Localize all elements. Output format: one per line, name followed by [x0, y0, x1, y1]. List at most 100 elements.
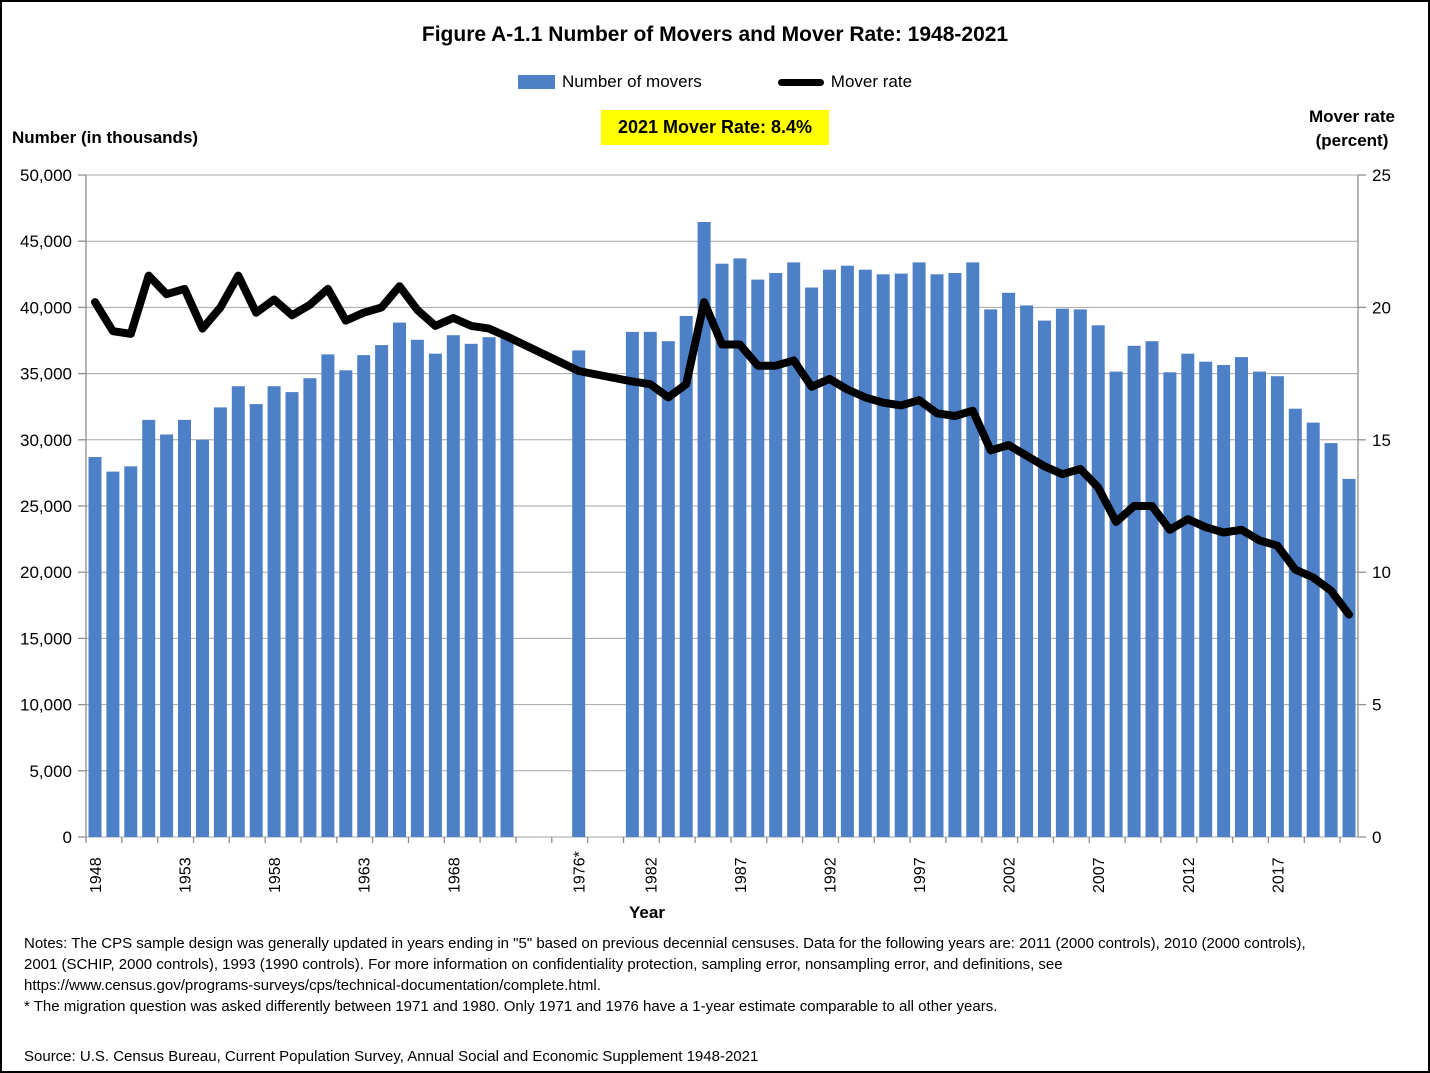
bar-1970: [482, 337, 496, 837]
bar-2014: [1217, 365, 1231, 837]
x-axis-tick-label: 2007: [1091, 857, 1108, 893]
notes-block: Notes: The CPS sample design was general…: [24, 933, 1414, 1017]
bar-1968: [446, 335, 460, 837]
left-axis-tick-label: 35,000: [20, 365, 72, 384]
right-axis-tick-label: 15: [1372, 431, 1391, 450]
x-axis-tick-label: 1982: [643, 857, 660, 893]
page-title: Figure A-1.1 Number of Movers and Mover …: [421, 23, 1009, 46]
bar-1992: [823, 269, 836, 837]
left-axis-tick-label: 25,000: [20, 497, 72, 516]
bar-2021: [1342, 478, 1356, 837]
notes-line: 2001 (SCHIP, 2000 controls), 1993 (1990 …: [24, 956, 1063, 973]
right-axis-tick-label: 0: [1372, 828, 1381, 847]
left-axis-tick-label: 30,000: [20, 431, 72, 450]
x-axis-tick-label: 1992: [823, 857, 840, 893]
bar-2007: [1091, 325, 1105, 837]
left-axis-tick-label: 45,000: [20, 232, 72, 251]
notes-line: https://www.census.gov/programs-surveys/…: [24, 977, 601, 994]
legend-item-mover-rate: Mover rate: [777, 72, 913, 92]
bar-1962: [339, 370, 353, 837]
bar-1964: [375, 345, 389, 837]
bar-1965: [393, 322, 406, 838]
bar-1952: [160, 434, 174, 837]
right-axis-tick-label: 5: [1372, 696, 1381, 715]
x-axis-tick-label: 1997: [912, 857, 929, 893]
x-axis-tick-label: 1963: [357, 857, 374, 893]
legend-label: Mover rate: [830, 72, 913, 91]
bar-2018: [1288, 408, 1302, 837]
chart-legend: Number of movers Mover rate: [2, 72, 1428, 92]
left-axis-title: Number (in thousands): [12, 128, 199, 147]
bar-1969: [464, 343, 478, 837]
bar-1989: [769, 273, 783, 837]
bar-1959: [285, 392, 299, 837]
bar-2011: [1163, 372, 1177, 837]
bar-1991: [805, 287, 819, 837]
x-axis-tick-label: 1968: [446, 857, 463, 893]
bar-1983: [661, 341, 675, 837]
bar-1988: [751, 279, 765, 838]
bar-1993: [840, 265, 854, 837]
source-line: Source: U.S. Census Bureau, Current Popu…: [24, 1048, 759, 1065]
bar-1956: [231, 386, 245, 837]
bar-2002: [1002, 292, 1016, 837]
bar-1966: [410, 339, 424, 837]
x-axis-tick-label: 1958: [267, 857, 284, 893]
bar-1997: [912, 262, 926, 837]
bar-1955: [213, 407, 227, 837]
bar-1981: [625, 331, 639, 837]
right-axis-tick-label: 10: [1372, 563, 1391, 582]
bar-2000: [966, 262, 980, 837]
bar-1960: [303, 378, 317, 837]
bar-2001: [984, 309, 998, 837]
bar-1954: [196, 439, 209, 837]
bar-1996: [894, 273, 908, 838]
bar-1999: [948, 273, 962, 837]
right-axis-title-line2: (percent): [1315, 131, 1389, 150]
right-axis-title: Mover rate (percent): [1292, 105, 1412, 153]
bar-2008: [1109, 371, 1123, 837]
bar-1967: [428, 353, 442, 837]
legend-label: Number of movers: [561, 72, 702, 91]
bar-1985: [697, 222, 711, 837]
bar-swatch-icon: [517, 75, 555, 89]
bar-2017: [1270, 376, 1284, 837]
x-axis-tick-label: 2012: [1181, 857, 1198, 893]
bar-2006: [1073, 309, 1087, 837]
bar-2015: [1235, 357, 1248, 837]
left-axis-tick-label: 50,000: [20, 166, 72, 185]
notes-line: * The migration question was asked diffe…: [24, 998, 998, 1015]
x-axis-tick-label: 2002: [1002, 857, 1019, 893]
x-axis-tick-label: 1953: [178, 857, 195, 893]
mover-rate-line: [91, 271, 1353, 619]
line-swatch-icon: [777, 78, 824, 86]
bar-2003: [1020, 305, 1034, 837]
left-axis-tick-label: 10,000: [20, 696, 72, 715]
x-axis-tick-label: 2017: [1270, 857, 1287, 893]
bar-1971: [500, 337, 514, 837]
bar-1961: [321, 354, 335, 837]
bar-1957: [249, 404, 263, 837]
bar-1986: [715, 263, 729, 837]
bar-2019: [1306, 422, 1320, 837]
bar-1950: [124, 466, 138, 837]
left-axis-tick-label: 15,000: [20, 629, 72, 648]
bar-2016: [1253, 371, 1266, 837]
bar-1976: [572, 350, 586, 837]
left-axis-tick-label: 5,000: [29, 762, 72, 781]
bar-1990: [787, 262, 801, 837]
bar-2020: [1324, 443, 1338, 837]
bar-1963: [357, 355, 371, 837]
left-axis-tick-label: 0: [63, 828, 72, 847]
bar-1994: [858, 269, 872, 837]
bar-2012: [1181, 353, 1195, 837]
bar-2004: [1038, 320, 1051, 838]
right-axis-tick-label: 20: [1372, 298, 1391, 317]
x-axis-tick-label: 1948: [88, 857, 105, 893]
x-axis-tick-label: 1976*: [572, 851, 589, 893]
bar-2010: [1145, 341, 1159, 837]
movers-and-mover-rate-chart: 0 5,000 10,000 15,000 20,000 25,000 30,000 35,0…: [20, 166, 1391, 893]
x-axis-tick-label: 1987: [733, 857, 750, 893]
right-axis-tick-label: 25: [1372, 166, 1391, 185]
bar-1949: [106, 471, 120, 837]
